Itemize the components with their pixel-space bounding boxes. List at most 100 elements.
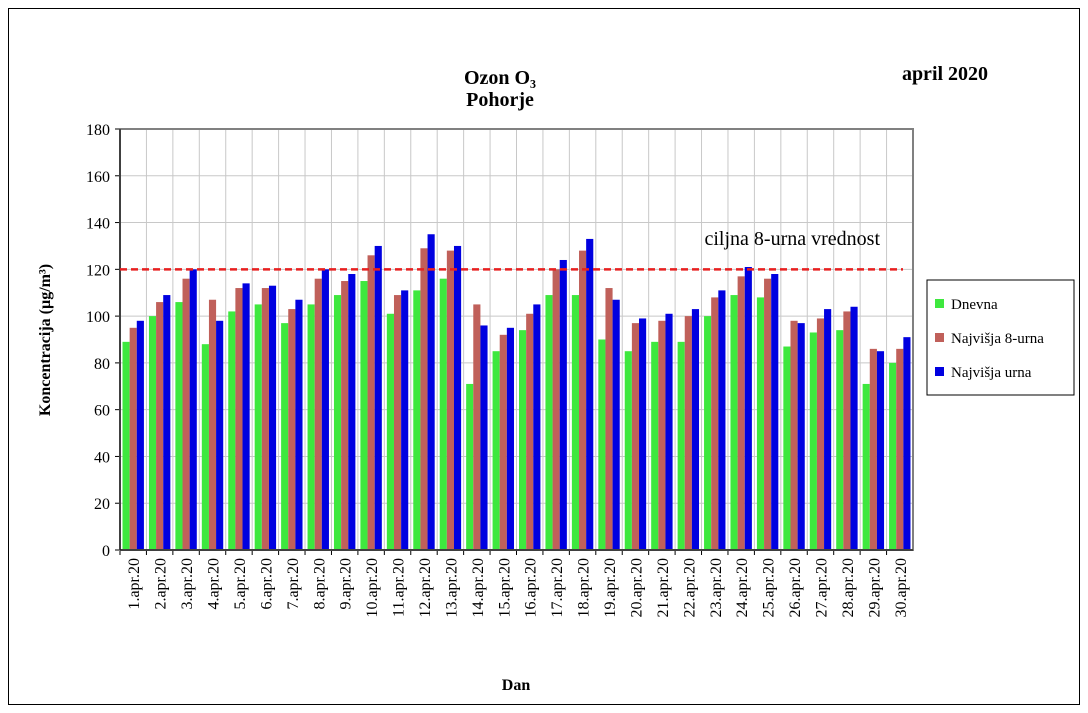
- x-tick-label: 8.apr.20: [311, 558, 328, 610]
- bar: [571, 295, 580, 550]
- bar: [333, 295, 342, 550]
- bar: [889, 362, 897, 550]
- x-tick-label: 22.apr.20: [681, 558, 698, 618]
- bar: [254, 304, 262, 550]
- bar: [684, 316, 692, 550]
- threshold-label: ciljna 8-urna vrednost: [705, 228, 881, 250]
- legend-swatch: [935, 367, 944, 376]
- bar: [427, 234, 435, 550]
- bar: [624, 351, 632, 550]
- bar: [295, 299, 303, 550]
- bar: [367, 255, 375, 551]
- bar: [163, 295, 171, 550]
- bar: [744, 266, 752, 550]
- x-tick-label: 16.apr.20: [523, 558, 540, 618]
- bar: [228, 311, 236, 550]
- bar: [730, 295, 738, 550]
- bar: [492, 351, 500, 550]
- y-tick-label: 100: [86, 309, 110, 326]
- x-tick-label: 18.apr.20: [576, 558, 593, 618]
- bar: [631, 323, 640, 550]
- bar: [651, 341, 659, 550]
- x-tick-label: 21.apr.20: [655, 558, 672, 618]
- bar: [446, 250, 454, 550]
- y-tick-label: 120: [86, 262, 110, 279]
- bar: [175, 302, 183, 550]
- bar: [903, 337, 911, 550]
- bar: [896, 348, 904, 550]
- x-tick-label: 2.apr.20: [153, 558, 170, 610]
- x-tick-label: 4.apr.20: [206, 558, 223, 610]
- x-tick-label: 1.apr.20: [126, 558, 143, 610]
- bar: [869, 348, 877, 550]
- x-tick-label: 24.apr.20: [734, 558, 751, 618]
- x-axis-title: Dan: [502, 677, 531, 694]
- bar: [136, 320, 144, 550]
- x-tick-label: 3.apr.20: [179, 558, 196, 610]
- x-tick-label: 29.apr.20: [866, 558, 883, 618]
- y-tick-label: 160: [86, 169, 110, 186]
- bar: [268, 285, 277, 550]
- bar: [612, 299, 620, 550]
- bar: [156, 302, 164, 550]
- bar: [189, 269, 197, 550]
- x-tick-label: 28.apr.20: [840, 558, 857, 618]
- bar: [771, 274, 779, 550]
- bar: [850, 306, 858, 550]
- y-tick-label: 40: [94, 449, 110, 466]
- bar: [545, 295, 553, 550]
- legend-label: Najvišja 8-urna: [951, 331, 1044, 347]
- bar: [208, 299, 217, 550]
- bar: [876, 351, 885, 550]
- bar: [321, 269, 329, 550]
- bar: [809, 332, 817, 550]
- x-tick-label: 23.apr.20: [708, 558, 725, 618]
- legend-label: Dnevna: [951, 297, 998, 313]
- bar: [756, 297, 765, 550]
- x-tick-label: 25.apr.20: [761, 558, 778, 618]
- bar: [374, 245, 382, 550]
- bar: [843, 311, 851, 550]
- x-tick-label: 9.apr.20: [338, 558, 355, 610]
- y-tick-label: 0: [102, 543, 110, 560]
- x-tick-label: 12.apr.20: [417, 558, 434, 618]
- y-tick-label: 80: [94, 356, 110, 373]
- bar: [586, 238, 594, 550]
- x-tick-label: 26.apr.20: [787, 558, 804, 618]
- x-tick-label: 7.apr.20: [285, 558, 302, 610]
- bar: [216, 320, 224, 550]
- bar: [341, 281, 349, 550]
- bar: [439, 278, 447, 550]
- bar: [691, 309, 700, 550]
- y-tick-label: 20: [94, 496, 110, 513]
- bar: [658, 320, 666, 550]
- legend-swatch: [935, 333, 944, 342]
- bar: [314, 278, 322, 550]
- bar: [533, 304, 541, 550]
- bar: [559, 259, 567, 550]
- legend-swatch: [935, 299, 944, 308]
- bar: [836, 330, 844, 550]
- legend-label: Najvišja urna: [951, 365, 1032, 381]
- bar: [182, 278, 190, 550]
- bar: [453, 245, 462, 550]
- x-tick-label: 30.apr.20: [893, 558, 910, 618]
- bar: [480, 325, 488, 550]
- period-label: april 2020: [902, 63, 988, 85]
- bar: [499, 334, 507, 550]
- bar: [506, 327, 514, 550]
- bar: [281, 323, 289, 550]
- bar: [598, 339, 606, 550]
- bar: [711, 297, 719, 550]
- bar: [526, 313, 534, 550]
- bar: [824, 309, 832, 550]
- bar: [639, 318, 647, 550]
- bar: [148, 316, 157, 550]
- bar: [393, 295, 402, 550]
- bar: [519, 330, 527, 550]
- bar: [235, 288, 243, 550]
- bar: [201, 344, 209, 550]
- bar: [386, 313, 394, 550]
- x-tick-label: 15.apr.20: [496, 558, 513, 618]
